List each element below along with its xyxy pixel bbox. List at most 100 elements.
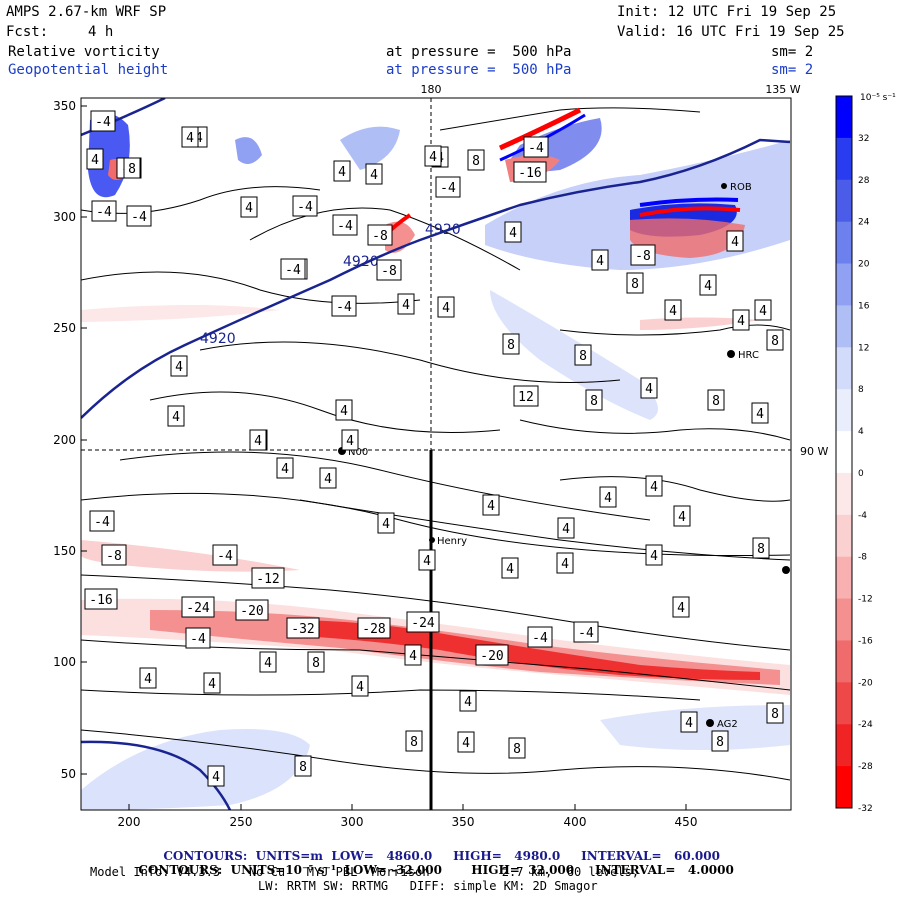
- svg-text:8: 8: [771, 334, 779, 349]
- svg-text:4: 4: [212, 770, 220, 785]
- contour-label: 4: [673, 505, 691, 527]
- height-contours-info: CONTOURS: UNITS=m LOW= 4860.0 HIGH= 4980…: [155, 837, 720, 863]
- contour-label: 4: [591, 249, 609, 271]
- colorbar-swatch: [836, 431, 852, 474]
- colorbar-swatch: [836, 766, 852, 809]
- colorbar-tick-label: 8: [858, 385, 864, 395]
- contour-label: 4: [501, 557, 519, 579]
- colorbar-tick-label: -8: [858, 553, 867, 563]
- x-tick-label: 450: [675, 815, 698, 829]
- axis-ticks: [81, 105, 687, 810]
- contour-label: 4: [504, 221, 522, 243]
- svg-text:4: 4: [423, 554, 431, 569]
- svg-text:-4: -4: [217, 549, 233, 564]
- svg-text:4: 4: [464, 695, 472, 710]
- colorbar-swatch: [836, 724, 852, 767]
- colorbar-tick-label: 32: [858, 134, 869, 144]
- contour-label: -4: [573, 621, 599, 643]
- colorbar-swatch: [836, 389, 852, 432]
- svg-text:4: 4: [704, 279, 712, 294]
- colorbar-tick-label: 4: [858, 427, 864, 437]
- colorbar-swatch: [836, 556, 852, 600]
- contour-label: -4: [292, 195, 318, 217]
- svg-text:4: 4: [382, 517, 390, 532]
- contour-label: 4: [319, 467, 337, 489]
- contour-label: -16: [84, 588, 118, 610]
- contour-label: -12: [251, 567, 285, 589]
- vorticity-interval: INTERVAL= 4.0000: [595, 863, 734, 877]
- colorbar-swatch: [836, 263, 852, 306]
- contour-label: 4: [203, 672, 221, 694]
- contour-label: 4: [351, 675, 369, 697]
- svg-text:4: 4: [370, 168, 378, 183]
- height-label: 4920: [343, 254, 379, 270]
- svg-text:-4: -4: [336, 300, 352, 315]
- svg-text:4: 4: [759, 304, 767, 319]
- svg-text:8: 8: [579, 349, 587, 364]
- svg-text:-4: -4: [532, 631, 548, 646]
- svg-text:4: 4: [356, 680, 364, 695]
- contour-label: -4: [527, 626, 553, 648]
- contour-label: 4: [333, 160, 351, 182]
- y-tick-label: 300: [53, 210, 76, 224]
- svg-text:8: 8: [590, 394, 598, 409]
- svg-text:-24: -24: [411, 616, 435, 631]
- colorbar-swatch: [836, 179, 852, 223]
- colorbar-tick-label: 20: [858, 260, 870, 270]
- contour-label: 4: [680, 711, 698, 733]
- colorbar-swatch: [836, 682, 852, 725]
- svg-text:4: 4: [562, 522, 570, 537]
- svg-text:4: 4: [442, 301, 450, 316]
- contour-label: 4: [437, 296, 455, 318]
- contour-label: 4: [751, 402, 769, 424]
- colorbar-swatch: [836, 640, 852, 683]
- svg-text:4: 4: [186, 131, 194, 146]
- svg-text:8: 8: [410, 735, 418, 750]
- contour-label: 4: [754, 299, 772, 321]
- contour-label: 4: [645, 544, 663, 566]
- model-title: AMPS 2.67-km WRF SP: [6, 4, 167, 20]
- svg-text:-20: -20: [240, 604, 263, 619]
- field1-name: Relative vorticity: [8, 44, 160, 60]
- svg-text:4: 4: [669, 304, 677, 319]
- svg-text:-4: -4: [297, 200, 313, 215]
- y-tick-label: 350: [53, 99, 76, 113]
- axis-labels: 200 250 300 350 400 450 350 300 250 200 …: [53, 83, 828, 829]
- svg-text:8: 8: [299, 760, 307, 775]
- contour-label: 4: [86, 148, 104, 170]
- colorbar-swatch: [836, 305, 852, 348]
- svg-text:-16: -16: [518, 166, 541, 181]
- svg-text:4: 4: [737, 314, 745, 329]
- contour-label: -32: [286, 617, 320, 639]
- svg-text:4: 4: [144, 672, 152, 687]
- contour-label: 4: [240, 196, 258, 218]
- svg-text:4: 4: [402, 298, 410, 313]
- svg-text:-28: -28: [362, 622, 385, 637]
- contour-label: 4: [259, 651, 277, 673]
- contour-label: 8: [467, 149, 485, 171]
- contour-label: 4: [424, 145, 442, 167]
- x-tick-label: 300: [341, 815, 364, 829]
- contour-label: 4: [699, 274, 717, 296]
- forecast-label: Fcst:: [6, 24, 49, 40]
- colorbar-tick-label: -4: [858, 511, 867, 521]
- contour-label: 8: [707, 389, 725, 411]
- svg-text:4: 4: [678, 510, 686, 525]
- svg-text:4: 4: [409, 649, 417, 664]
- svg-text:-16: -16: [89, 593, 112, 608]
- colorbar-swatch: [836, 472, 852, 516]
- colorbar-swatch: [836, 514, 852, 558]
- contour-label: -4: [280, 258, 306, 280]
- svg-text:4: 4: [596, 254, 604, 269]
- x-tick-label: 400: [564, 815, 587, 829]
- height-label: 4920: [425, 222, 461, 238]
- contour-label: 4: [404, 644, 422, 666]
- station-marker: [782, 566, 790, 574]
- svg-text:-32: -32: [291, 622, 314, 637]
- contour-label: 4: [365, 163, 383, 185]
- contour-label: 8: [766, 702, 784, 724]
- svg-text:4: 4: [506, 562, 514, 577]
- svg-text:4: 4: [561, 557, 569, 572]
- contour-label: 8: [574, 344, 592, 366]
- contour-label: -4: [331, 295, 357, 317]
